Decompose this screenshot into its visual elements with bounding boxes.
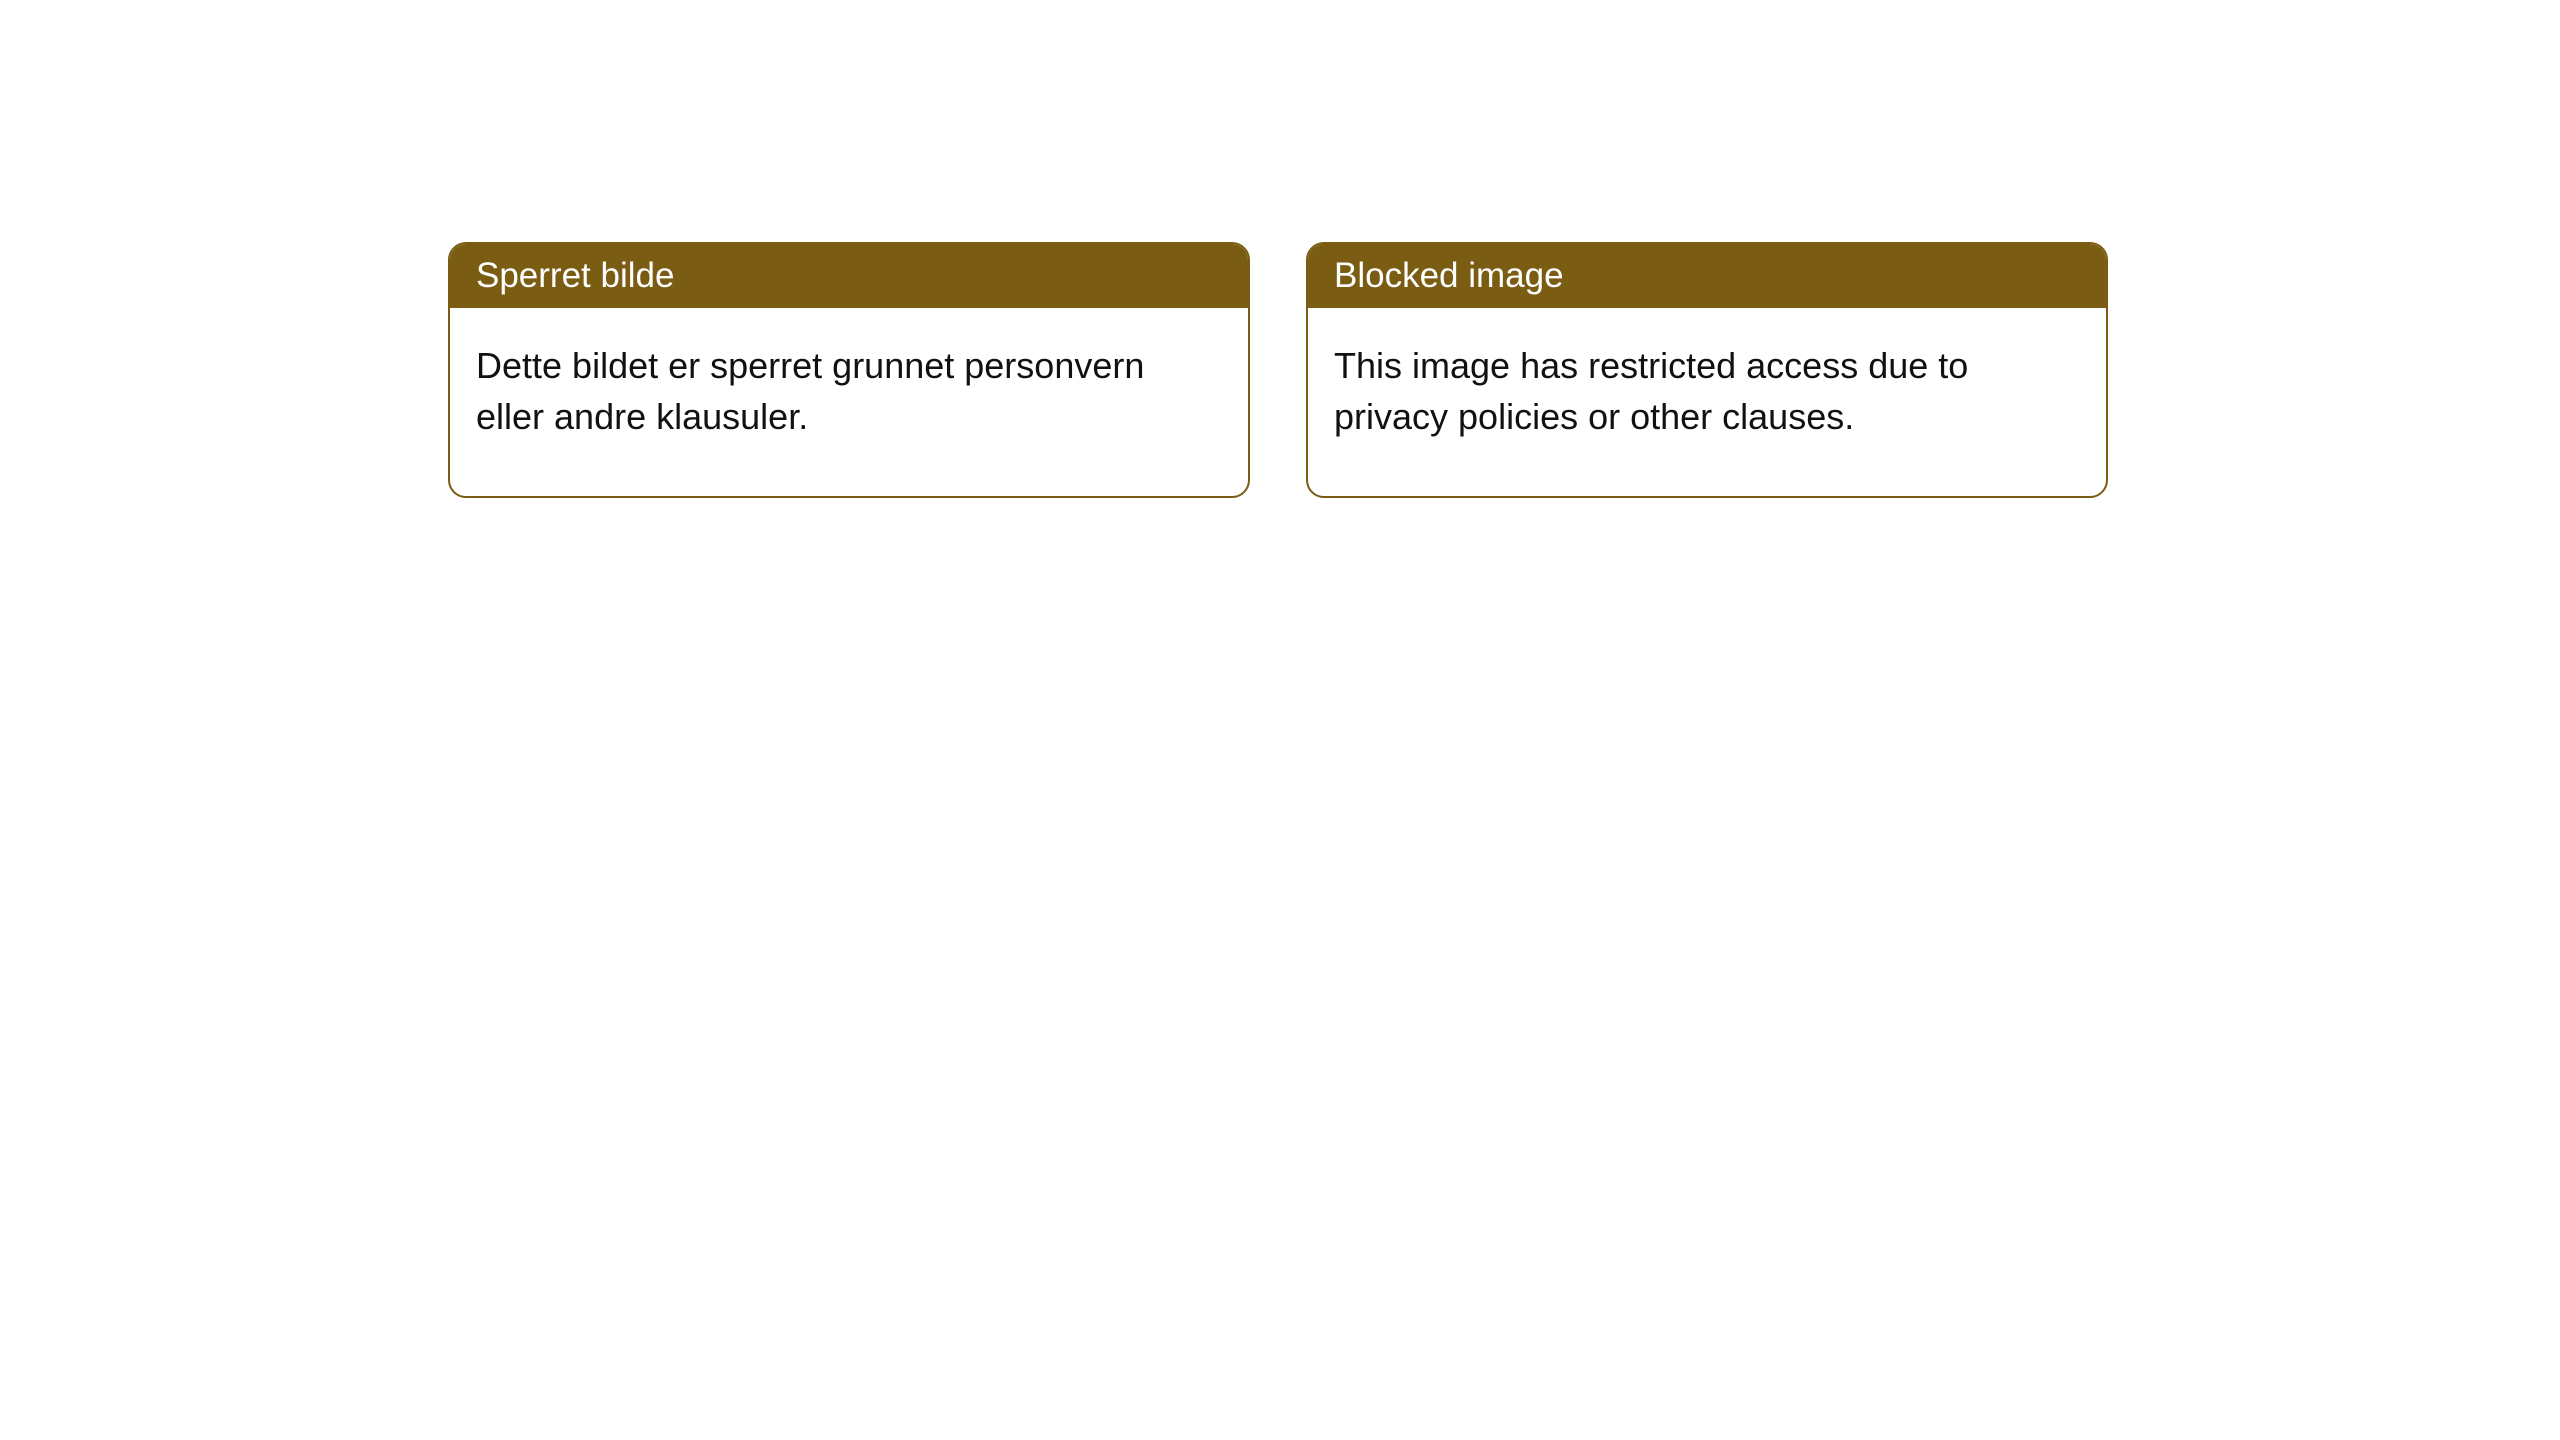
notice-card-no: Sperret bilde Dette bildet er sperret gr… <box>448 242 1250 498</box>
notice-card-no-body: Dette bildet er sperret grunnet personve… <box>450 308 1248 496</box>
notice-card-en: Blocked image This image has restricted … <box>1306 242 2108 498</box>
notice-card-no-header: Sperret bilde <box>450 244 1248 308</box>
notice-card-en-header: Blocked image <box>1308 244 2106 308</box>
notice-cards-container: Sperret bilde Dette bildet er sperret gr… <box>448 242 2108 498</box>
notice-card-en-body: This image has restricted access due to … <box>1308 308 2106 496</box>
